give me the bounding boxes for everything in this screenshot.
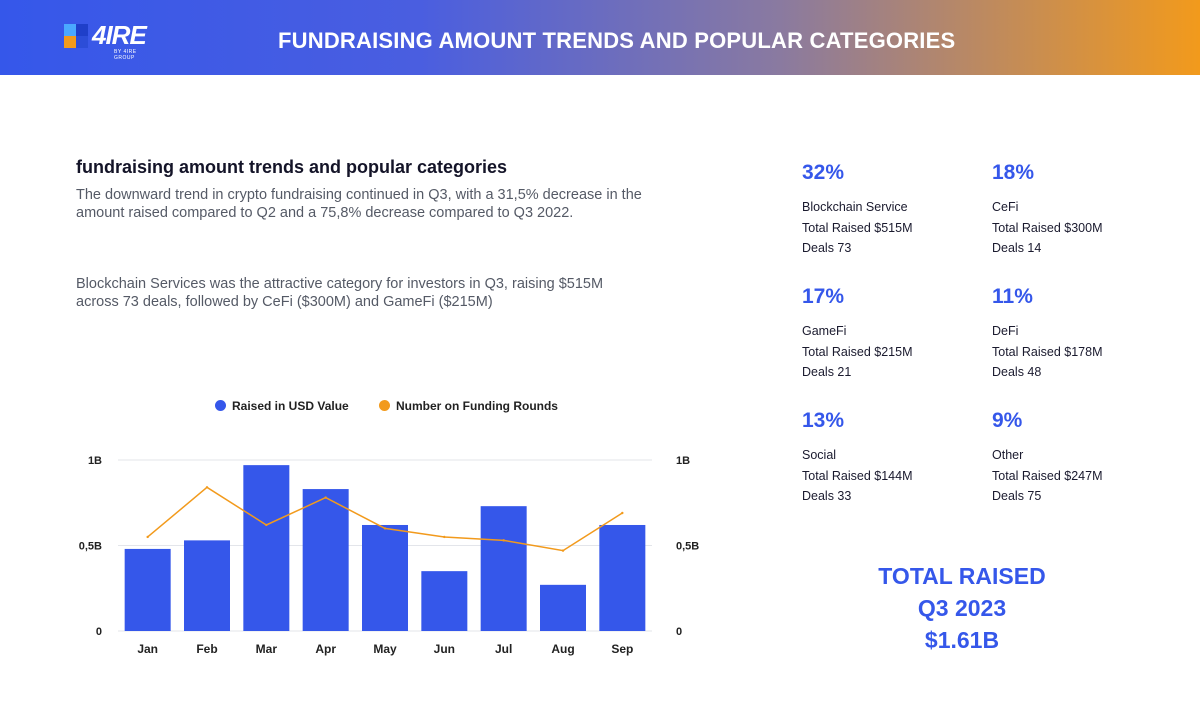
stat-card-blockchain: 32% Blockchain Service Total Raised $515… bbox=[802, 161, 982, 259]
stat-percent: 13% bbox=[802, 409, 845, 432]
x-tick-label: Apr bbox=[315, 642, 336, 656]
x-tick-label: Jul bbox=[495, 642, 512, 656]
stat-percent: 11% bbox=[992, 285, 1033, 308]
bar bbox=[362, 524, 408, 631]
y-tick-right: 0 bbox=[676, 626, 682, 638]
bar bbox=[480, 506, 527, 631]
stat-deals: Deals 14 bbox=[992, 241, 1042, 255]
stat-deals: Deals 75 bbox=[992, 489, 1042, 503]
x-tick-label: Jun bbox=[434, 642, 455, 656]
stat-raised: Total Raised $215M bbox=[802, 344, 913, 359]
stat-category: CeFi bbox=[992, 200, 1019, 214]
x-tick-label: May bbox=[373, 642, 397, 656]
total-raised-block: TOTAL RAISED Q3 2023 $1.61B bbox=[842, 560, 1082, 656]
stat-raised: Total Raised $247M bbox=[992, 468, 1103, 483]
stat-percent: 17% bbox=[802, 285, 845, 308]
line-point bbox=[324, 496, 327, 499]
bar bbox=[184, 540, 230, 631]
stat-card-gamefi: 17% GameFi Total Raised $215M Deals 21 bbox=[802, 285, 982, 383]
brand-subtitle: BY 4IRE GROUP bbox=[114, 49, 137, 61]
stat-raised: Total Raised $515M bbox=[802, 220, 913, 235]
y-tick-left: 0,5B bbox=[79, 541, 102, 553]
paragraph-trend: The downward trend in crypto fundraising… bbox=[76, 187, 642, 221]
stat-card-cefi: 18% CeFi Total Raised $300M Deals 14 bbox=[992, 161, 1172, 259]
stat-raised: Total Raised $178M bbox=[992, 344, 1103, 359]
stat-percent: 32% bbox=[802, 161, 845, 184]
x-tick-label: Mar bbox=[256, 642, 278, 656]
x-tick-label: Feb bbox=[196, 642, 217, 656]
total-value: $1.61B bbox=[924, 627, 1000, 653]
brand-name: 4IRE bbox=[92, 20, 147, 50]
stat-card-defi: 11% DeFi Total Raised $178M Deals 48 bbox=[992, 285, 1172, 383]
stat-deals: Deals 48 bbox=[992, 365, 1042, 379]
section-title: fundraising amount trends and popular ca… bbox=[76, 157, 508, 177]
bar bbox=[599, 524, 646, 631]
legend-dot-orange bbox=[379, 400, 390, 411]
total-label: TOTAL RAISED bbox=[878, 563, 1046, 589]
stat-raised: Total Raised $300M bbox=[992, 220, 1103, 235]
stat-category: DeFi bbox=[992, 324, 1019, 338]
stat-deals: Deals 73 bbox=[802, 241, 852, 255]
bar bbox=[243, 465, 290, 631]
stat-category: Social bbox=[802, 448, 837, 462]
x-tick-label: Sep bbox=[611, 642, 633, 656]
stat-raised: Total Raised $144M bbox=[802, 468, 913, 483]
bar bbox=[124, 548, 171, 631]
y-tick-right: 1B bbox=[676, 455, 690, 467]
stat-percent: 18% bbox=[992, 161, 1035, 184]
line-point bbox=[561, 549, 565, 552]
line-point bbox=[443, 535, 446, 539]
stat-category: GameFi bbox=[802, 324, 847, 338]
bar bbox=[421, 571, 468, 631]
line-point bbox=[502, 539, 505, 542]
line-point bbox=[265, 523, 268, 527]
line-point bbox=[621, 511, 624, 515]
stat-card-other: 9% Other Total Raised $247M Deals 75 bbox=[992, 409, 1172, 507]
stat-card-social: 13% Social Total Raised $144M Deals 33 bbox=[802, 409, 982, 507]
y-tick-right: 0,5B bbox=[676, 541, 699, 553]
total-period: Q3 2023 bbox=[917, 595, 1007, 621]
legend-label-raised: Raised in USD Value bbox=[232, 399, 349, 413]
header-title: FUNDRAISING AMOUNT TRENDS AND POPULAR CA… bbox=[278, 28, 956, 53]
stat-category: Blockchain Service bbox=[802, 200, 908, 214]
stat-percent: 9% bbox=[992, 409, 1023, 432]
legend-dot-blue bbox=[215, 400, 226, 411]
x-tick-label: Aug bbox=[551, 642, 574, 656]
stat-deals: Deals 33 bbox=[802, 489, 852, 503]
y-tick-left: 1B bbox=[88, 455, 102, 467]
bar bbox=[540, 584, 586, 631]
paragraph-categories: Blockchain Services was the attractive c… bbox=[76, 276, 604, 310]
legend-label-rounds: Number on Funding Rounds bbox=[396, 399, 558, 413]
fundraising-chart: 0 0 0,5B 0,5B 1B 1B Jan Feb Mar Apr May Jun Jul Aug Se… bbox=[79, 455, 700, 656]
legend-item-raised: Raised in USD Value bbox=[215, 399, 349, 413]
brand-logo: 4IRE BY 4IRE GROUP bbox=[64, 20, 156, 61]
line-point bbox=[205, 486, 209, 489]
y-tick-left: 0 bbox=[96, 626, 102, 638]
legend-item-rounds: Number on Funding Rounds bbox=[379, 399, 558, 413]
line-point bbox=[146, 535, 149, 539]
header-banner: 4IRE BY 4IRE GROUP FUNDRAISING AMOUNT TR… bbox=[0, 0, 1200, 75]
x-tick-label: Jan bbox=[137, 642, 158, 656]
stat-category: Other bbox=[992, 448, 1024, 462]
stat-deals: Deals 21 bbox=[802, 365, 852, 379]
line-point bbox=[383, 527, 387, 530]
bar bbox=[302, 489, 349, 631]
